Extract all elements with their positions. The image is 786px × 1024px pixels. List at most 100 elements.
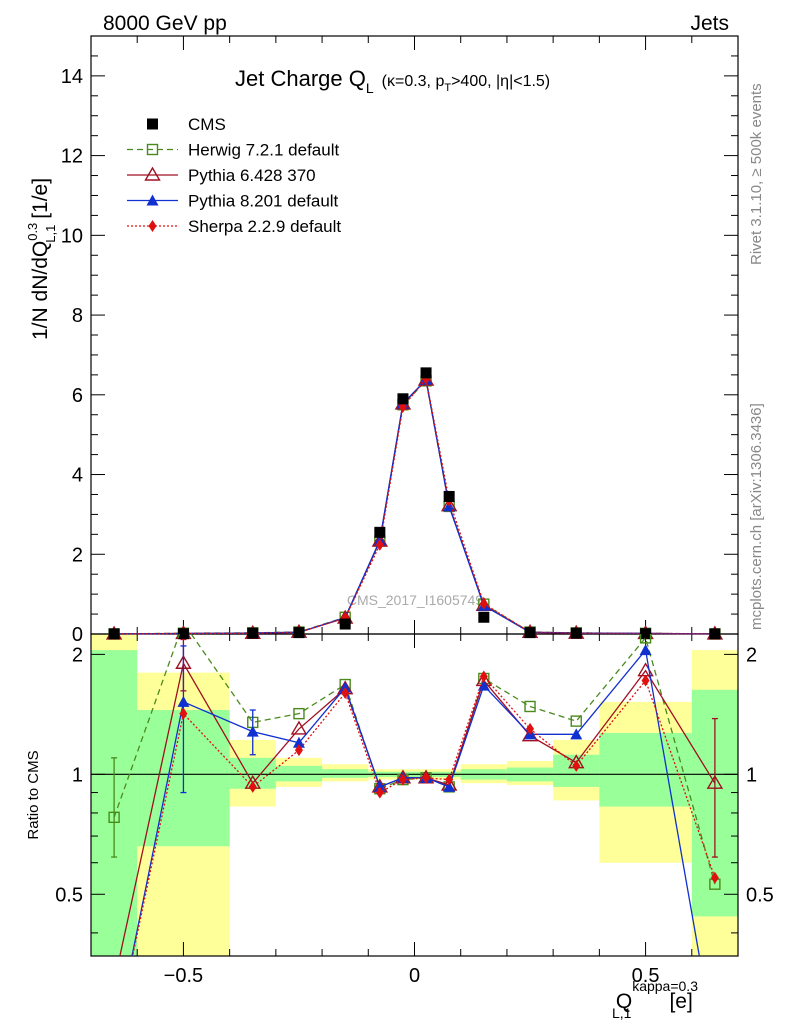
xtick-label: 0.5 — [632, 965, 660, 987]
main-point-cms — [570, 627, 582, 639]
ratio-ylabel: Ratio to CMS — [25, 750, 42, 839]
main-ytick-label: 6 — [72, 385, 83, 407]
main-line-sherpa-2-2-9-default — [114, 377, 715, 635]
ratio-point-pythia-6-428-370 — [290, 720, 308, 735]
main-point-cms — [293, 627, 305, 639]
main-point-cms — [443, 490, 455, 502]
ratio-point-sherpa-2-2-9-default — [641, 674, 650, 687]
main-ytick-label: 2 — [72, 544, 83, 566]
xlabel-suffix: [e] — [669, 990, 692, 1013]
ratio-point-pythia-8-201-default — [292, 736, 305, 748]
main-point-cms — [339, 618, 351, 630]
title-main-sub: L — [366, 80, 374, 96]
ratio-point-pythia-8-201-default — [443, 780, 456, 792]
main-series — [105, 367, 724, 640]
ratio-line-sherpa-2-2-9-default — [131, 675, 716, 956]
main-point-cms — [397, 393, 409, 405]
xtick-label: −0.5 — [164, 965, 203, 987]
main-ytick-label: 0 — [72, 624, 83, 646]
title-cuts-kappa: (κ=0.3, p — [382, 73, 445, 90]
ylabel-suffix: [1/e] — [29, 178, 52, 225]
legend-label-sherpa-2-2-9-default: Sherpa 2.2.9 default — [188, 217, 341, 236]
ylabel-sup: 0.3 — [25, 223, 40, 241]
ratio-ytick-label-left: 0.5 — [55, 884, 83, 906]
ratio-point-herwig-7-2-1-default — [293, 707, 305, 720]
legend-label-cms: CMS — [188, 115, 226, 134]
legend: CMS Herwig 7.2.1 default Pythia 6.428 370 P… — [127, 115, 341, 236]
legend-label-pythia-8-201-default: Pythia 8.201 default — [188, 192, 339, 211]
ratio-ytick-label-left: 2 — [72, 644, 83, 666]
xlabel: Qkappa=0.3 L,1 [e] — [612, 978, 698, 1021]
ratio-point-pythia-8-201-default — [373, 780, 386, 792]
ratio-point-sherpa-2-2-9-default — [248, 780, 257, 793]
ratio-line-herwig-7-2-1-default — [113, 634, 716, 885]
ratio-point-herwig-7-2-1-default — [570, 715, 582, 727]
ratio-point-herwig-7-2-1-default — [108, 811, 120, 824]
title-cuts-pt-sub: T — [444, 82, 451, 94]
main-axis-ticks: 0 2 4 6 8 10 12 14 — [61, 35, 738, 646]
xtick-label: 0 — [409, 965, 420, 987]
ratio-point-sherpa-2-2-9-default — [526, 722, 535, 735]
legend-label-herwig-7-2-1-default: Herwig 7.2.1 default — [188, 141, 339, 160]
main-line-pythia-8-201-default — [114, 378, 715, 635]
main-point-cms — [524, 627, 536, 639]
xlabel-sub: L,1 — [612, 1005, 632, 1021]
legend-marker-pythia-8-201-default — [146, 194, 159, 206]
main-ytick-label: 10 — [61, 225, 83, 247]
ratio-point-herwig-7-2-1-default — [639, 634, 652, 644]
ratio-ytick-label-right: 2 — [746, 644, 757, 666]
main-point-sherpa-2-2-9-default — [375, 538, 384, 551]
rivet-label: Rivet 3.1.10, ≥ 500k events — [748, 83, 765, 265]
chart-title: Jet Charge QL (κ=0.3, pT>400, |η|<1.5) — [235, 66, 550, 96]
main-ytick-label: 12 — [61, 146, 83, 168]
ratio-ytick-label-right: 0.5 — [746, 884, 774, 906]
mcplots-label: mcplots.cern.ch [arXiv:1306.3436] — [748, 403, 765, 630]
legend-marker-herwig-7-2-1-default — [146, 143, 159, 156]
ratio-series — [108, 634, 724, 956]
main-point-sherpa-2-2-9-default — [479, 597, 488, 610]
main-point-cms — [478, 611, 490, 623]
ratio-point-sherpa-2-2-9-default — [445, 773, 454, 786]
main-point-cms — [108, 628, 120, 640]
main-point-cms — [374, 526, 386, 538]
legend-marker-sherpa-2-2-9-default — [148, 220, 157, 232]
ratio-ytick-label-left: 1 — [72, 764, 83, 786]
main-point-cms — [709, 628, 721, 640]
header-right: Jets — [690, 12, 729, 35]
ratio-point-sherpa-2-2-9-default — [710, 871, 719, 884]
ratio-ytick-label-right: 1 — [746, 764, 757, 786]
ratio-point-sherpa-2-2-9-default — [572, 759, 581, 772]
band-green-3 — [275, 765, 323, 782]
main-point-cms — [177, 628, 189, 640]
band-green-9 — [599, 732, 692, 807]
ratio-point-sherpa-2-2-9-default — [398, 773, 407, 786]
xlabel-base: Q — [616, 990, 632, 1013]
main-ytick-label: 8 — [72, 305, 83, 327]
ratio-point-sherpa-2-2-9-default — [375, 786, 384, 799]
ratio-point-sherpa-2-2-9-default — [294, 744, 303, 757]
main-ylabel: 1/N dN/dQ0.3 L,1 [1/e] — [25, 178, 58, 340]
main-point-cms — [247, 627, 259, 639]
ratio-point-pythia-8-201-default — [177, 695, 190, 707]
legend-label-pythia-6-428-370: Pythia 6.428 370 — [188, 166, 316, 185]
ratio-point-sherpa-2-2-9-default — [479, 670, 488, 683]
ratio-point-herwig-7-2-1-default — [524, 700, 536, 713]
main-point-cms — [420, 367, 432, 379]
ratio-point-sherpa-2-2-9-default — [341, 686, 350, 699]
main-ytick-label: 14 — [61, 66, 83, 88]
ratio-point-pythia-8-201-default — [639, 644, 652, 656]
header-left: 8000 GeV pp — [103, 12, 227, 35]
ratio-line-pythia-8-201-default — [131, 648, 701, 956]
main-point-cms — [640, 628, 652, 640]
title-cuts-rest: >400, |η|<1.5) — [451, 73, 550, 90]
title-main: Jet Charge Q — [235, 66, 366, 91]
ratio-uncertainty-bands — [91, 634, 738, 956]
legend-marker-pythia-6-428-370 — [144, 166, 161, 181]
ratio-point-sherpa-2-2-9-default — [179, 707, 188, 720]
ratio-point-pythia-8-201-default — [570, 728, 583, 740]
band-green-4 — [322, 769, 369, 778]
xlabel-sup: kappa=0.3 — [632, 978, 698, 994]
ratio-point-sherpa-2-2-9-default — [422, 771, 431, 784]
ratio-point-pythia-8-201-default — [477, 679, 490, 691]
